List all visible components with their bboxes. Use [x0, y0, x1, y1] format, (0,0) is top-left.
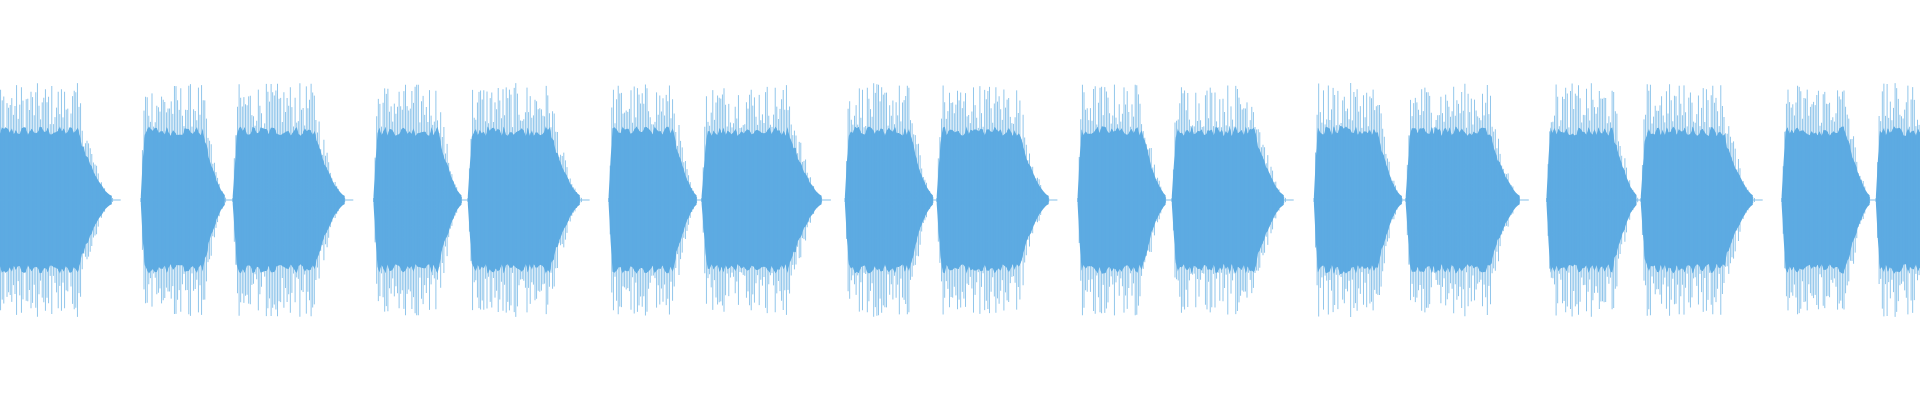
waveform-spikes — [140, 84, 235, 316]
waveform-burst — [844, 83, 943, 317]
waveform-spikes — [701, 85, 831, 315]
waveform-spikes — [1077, 84, 1175, 316]
waveform-spikes — [0, 83, 121, 317]
waveform-burst — [1313, 83, 1410, 317]
waveform-spikes — [608, 84, 706, 316]
waveform-spikes — [844, 83, 943, 317]
waveform-burst — [232, 83, 354, 317]
waveform-spikes — [1313, 83, 1410, 317]
waveform-burst — [140, 84, 235, 316]
waveform-spikes — [1875, 83, 1920, 317]
waveform-burst — [936, 85, 1058, 315]
waveform-burst — [373, 84, 471, 316]
waveform-spikes — [373, 84, 471, 316]
waveform-burst — [1405, 83, 1529, 317]
waveform-burst — [467, 83, 590, 317]
waveform-spikes — [1546, 83, 1647, 317]
waveform-burst — [1781, 85, 1879, 315]
waveform-burst — [608, 84, 706, 316]
waveform-spikes — [1781, 85, 1879, 315]
waveform-spikes — [467, 83, 590, 317]
waveform-burst — [701, 85, 831, 315]
waveform-spikes — [1640, 84, 1763, 316]
waveform-burst — [1077, 84, 1175, 316]
waveform-burst — [1546, 83, 1647, 317]
waveform-spikes — [1405, 83, 1529, 317]
waveform-burst — [1171, 85, 1294, 315]
waveform-burst — [1640, 84, 1763, 316]
waveform-spikes — [1171, 85, 1294, 315]
waveform-burst — [0, 83, 121, 317]
waveform-spikes — [232, 83, 354, 317]
waveform-spikes — [936, 85, 1058, 315]
waveform-burst — [1875, 83, 1920, 317]
